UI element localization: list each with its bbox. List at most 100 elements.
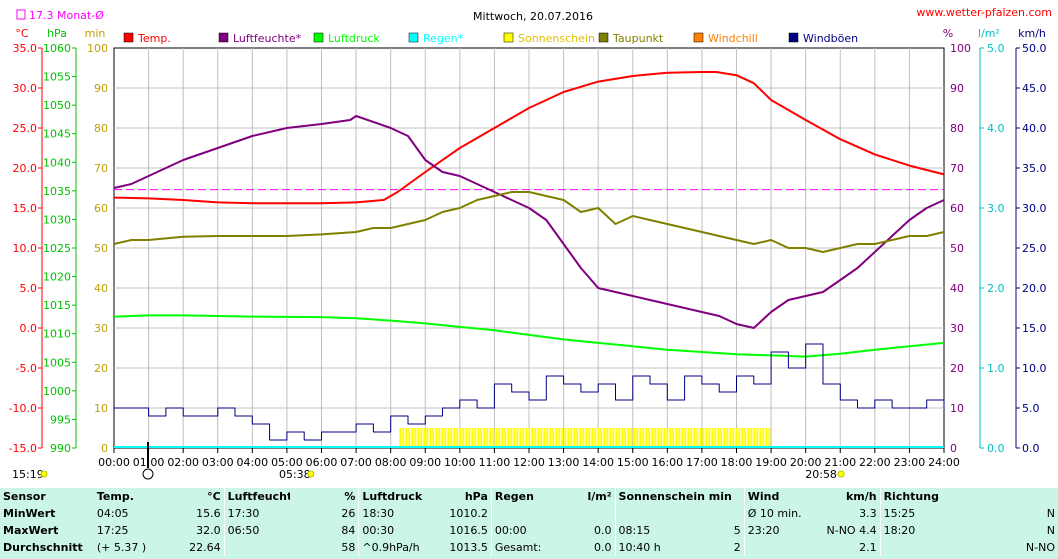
x-tick-label: 07:00 bbox=[340, 456, 372, 469]
chart-title: Mittwoch, 20.07.2016 bbox=[473, 10, 593, 23]
sunshine-bar bbox=[585, 428, 588, 448]
stats-cell: 2.1 bbox=[859, 541, 877, 554]
stats-cell: 0.0 bbox=[594, 524, 612, 537]
wind-tick-label: 45.0 bbox=[1022, 82, 1047, 95]
sunshine-bar bbox=[471, 428, 474, 448]
stats-cell: 15:25 bbox=[879, 505, 941, 522]
pct-tick-label: 100 bbox=[950, 42, 971, 55]
min-tick-label: 40 bbox=[94, 282, 108, 295]
x-tick-label: 22:00 bbox=[859, 456, 891, 469]
rain-tick-label: 2.0 bbox=[987, 282, 1005, 295]
stats-cell: 00:30 bbox=[358, 522, 426, 539]
sunshine-bar bbox=[606, 428, 609, 448]
sunshine-bar bbox=[414, 428, 417, 448]
stats-cell: Gesamt: bbox=[490, 539, 549, 556]
sunshine-bar bbox=[756, 428, 759, 448]
hpa-tick-label: 1025 bbox=[43, 242, 71, 255]
sunshine-bar bbox=[615, 428, 618, 448]
sunshine-bar bbox=[648, 428, 651, 448]
stats-cell: 1016.5 bbox=[449, 524, 488, 537]
unit-label: °C bbox=[15, 27, 29, 40]
site-link[interactable]: www.wetter-pfalzen.com bbox=[916, 6, 1052, 19]
hpa-tick-label: 1015 bbox=[43, 299, 71, 312]
stats-cell: 04:05 bbox=[96, 507, 129, 520]
sunshine-bar bbox=[735, 428, 738, 448]
sunshine-bar bbox=[417, 428, 420, 448]
sunshine-bar bbox=[555, 428, 558, 448]
sunshine-bar bbox=[762, 428, 765, 448]
sunshine-bar bbox=[732, 428, 735, 448]
stats-cell bbox=[684, 505, 745, 522]
pct-tick-label: 40 bbox=[950, 282, 964, 295]
sunshine-bar bbox=[480, 428, 483, 448]
unit-label: km/h bbox=[1018, 27, 1046, 40]
stats-cell: 00:00 bbox=[490, 522, 549, 539]
rain-tick-label: 1.0 bbox=[987, 362, 1005, 375]
sunshine-bar bbox=[591, 428, 594, 448]
stats-cell: 17:30 bbox=[223, 505, 291, 522]
temp-tick-label: 15.0 bbox=[13, 202, 38, 215]
stats-header-cell: Richtung bbox=[879, 488, 1058, 505]
stats-cell: 26 bbox=[341, 507, 356, 520]
stats-cell: N-NO 4.4 bbox=[826, 524, 877, 537]
sunshine-bar bbox=[687, 428, 690, 448]
sunshine-bar bbox=[600, 428, 603, 448]
stats-cell: 5 bbox=[733, 524, 741, 537]
stats-header-row: Sensor Temp. °CLuftfeuchte%Luftdruck hPaReg… bbox=[0, 488, 1058, 505]
stats-cell bbox=[549, 505, 615, 522]
temp-tick-label: -10.0 bbox=[9, 402, 37, 415]
hpa-tick-label: 1045 bbox=[43, 128, 71, 141]
sunshine-bar bbox=[495, 428, 498, 448]
hpa-tick-label: 1010 bbox=[43, 328, 71, 341]
x-tick-label: 16:00 bbox=[651, 456, 683, 469]
sunshine-bar bbox=[477, 428, 480, 448]
moon-time-label: 15:19 bbox=[12, 468, 44, 481]
hpa-tick-label: 1020 bbox=[43, 271, 71, 284]
sunshine-bar bbox=[444, 428, 447, 448]
temp-tick-label: -5.0 bbox=[16, 362, 37, 375]
sunshine-bar bbox=[636, 428, 639, 448]
sunshine-bar bbox=[489, 428, 492, 448]
sunshine-bar bbox=[411, 428, 414, 448]
moon-phase-icon bbox=[142, 468, 154, 480]
wind-tick-label: 0.0 bbox=[1022, 442, 1040, 455]
legend-swatch bbox=[123, 32, 134, 43]
legend-label: Windchill bbox=[708, 32, 758, 45]
sunrise-label: 05:38 bbox=[279, 468, 311, 481]
axes-layer: 35.0 30.0 25.0 20.0 15.0 10.0 5.0 0.0 -5.0 -10.0 -… bbox=[9, 27, 1047, 481]
stats-cell: 08:15 bbox=[614, 522, 684, 539]
temp-tick-label: 10.0 bbox=[13, 242, 38, 255]
stats-header-cell: km/h bbox=[845, 490, 877, 503]
weather-chart: 35.0 30.0 25.0 20.0 15.0 10.0 5.0 0.0 -5.0 -10.0 -… bbox=[9, 6, 1052, 481]
sunshine-bar bbox=[717, 428, 720, 448]
sunshine-bar bbox=[693, 428, 696, 448]
sunshine-bar bbox=[507, 428, 510, 448]
unit-label: % bbox=[943, 27, 953, 40]
stats-cell bbox=[223, 539, 291, 556]
x-tick-label: 08:00 bbox=[375, 456, 407, 469]
stats-cell: 23:20 bbox=[743, 522, 814, 539]
sunshine-bar bbox=[435, 428, 438, 448]
sunset-label: 20:58 bbox=[805, 468, 837, 481]
wind-tick-label: 30.0 bbox=[1022, 202, 1047, 215]
stats-row: Durchschnitt (+ 5.37 ) 22.64 58 ^0.9hPa/h 101… bbox=[0, 539, 1058, 556]
sunshine-bar bbox=[570, 428, 573, 448]
stats-cell: N-NO bbox=[1025, 541, 1055, 554]
min-tick-label: 90 bbox=[94, 82, 108, 95]
sunshine-bar bbox=[561, 428, 564, 448]
sunshine-bar bbox=[492, 428, 495, 448]
sunshine-bar bbox=[699, 428, 702, 448]
sunshine-bar bbox=[657, 428, 660, 448]
pct-tick-label: 10 bbox=[950, 402, 964, 415]
sunshine-bar bbox=[711, 428, 714, 448]
min-tick-label: 60 bbox=[94, 202, 108, 215]
stats-cell: Ø 10 min. bbox=[743, 505, 814, 522]
legend-swatch bbox=[598, 32, 609, 43]
min-tick-label: 30 bbox=[94, 322, 108, 335]
gridlines bbox=[114, 48, 944, 448]
x-tick-label: 23:00 bbox=[894, 456, 926, 469]
sunshine-bar bbox=[534, 428, 537, 448]
x-tick-label: 24:00 bbox=[928, 456, 960, 469]
sunshine-bar bbox=[684, 428, 687, 448]
stats-cell: 32.0 bbox=[196, 524, 221, 537]
